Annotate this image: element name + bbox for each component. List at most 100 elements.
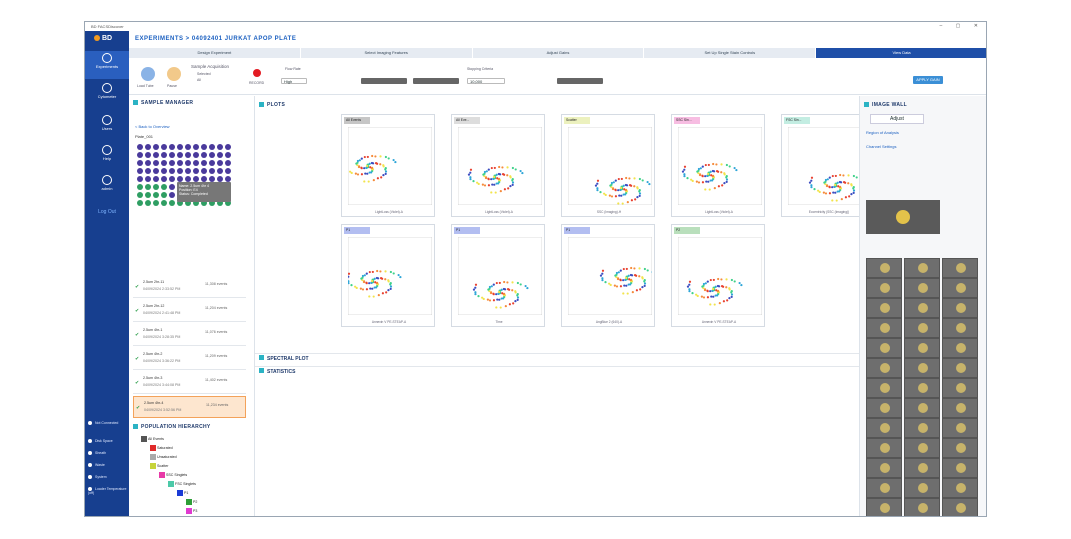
plate-well[interactable]: [217, 152, 223, 158]
plate-well[interactable]: [193, 168, 199, 174]
plate-well[interactable]: [185, 176, 191, 182]
plate-well[interactable]: [161, 176, 167, 182]
plate-well[interactable]: [137, 192, 143, 198]
plate-well[interactable]: [185, 160, 191, 166]
sample-list-item[interactable]: ✔ 2.5um 4hr-3 04/09/2024 3:44:08 PM 11,402 …: [133, 372, 246, 394]
cell-image[interactable]: [866, 318, 902, 338]
cell-image[interactable]: [904, 278, 940, 298]
plate-well[interactable]: [209, 160, 215, 166]
plate-well[interactable]: [153, 160, 159, 166]
cell-image[interactable]: [942, 318, 978, 338]
cell-image[interactable]: [904, 498, 940, 516]
cell-image[interactable]: [866, 478, 902, 498]
plate-well[interactable]: [209, 144, 215, 150]
cell-image[interactable]: [866, 298, 902, 318]
hierarchy-node[interactable]: Scatter: [150, 463, 168, 469]
gain-select-2[interactable]: [413, 78, 459, 84]
plate-well[interactable]: [153, 168, 159, 174]
plate-well[interactable]: [145, 192, 151, 198]
region-of-analysis-toggle[interactable]: Region of Analysis: [866, 130, 899, 135]
plate-well[interactable]: [201, 176, 207, 182]
cell-image[interactable]: [904, 478, 940, 498]
plate-well[interactable]: [137, 184, 143, 190]
plate-well[interactable]: [209, 168, 215, 174]
plot-canvas[interactable]: [678, 127, 762, 205]
plate-well[interactable]: [145, 184, 151, 190]
plate-well[interactable]: [145, 160, 151, 166]
cell-image[interactable]: [942, 498, 978, 516]
plate-well[interactable]: [169, 144, 175, 150]
scatter-plot[interactable]: All Eve... LightLoss (Violet)-A: [451, 114, 545, 217]
events-input[interactable]: 10,000: [467, 78, 505, 84]
plate-well[interactable]: [201, 160, 207, 166]
record-button[interactable]: [253, 69, 261, 77]
plate-well[interactable]: [177, 200, 183, 206]
cell-image[interactable]: [904, 318, 940, 338]
hierarchy-node[interactable]: All Events: [141, 436, 164, 442]
hierarchy-node[interactable]: SSC Singlets: [159, 472, 187, 478]
plate-well[interactable]: [185, 168, 191, 174]
plate-well[interactable]: [209, 176, 215, 182]
gain-select-3[interactable]: [557, 78, 603, 84]
plate-well[interactable]: [185, 200, 191, 206]
plate-well[interactable]: [225, 168, 231, 174]
plate-well[interactable]: [145, 200, 151, 206]
cell-image[interactable]: [942, 438, 978, 458]
scatter-plot[interactable]: Scatter SSC (Imaging)-H: [561, 114, 655, 217]
plate-well[interactable]: [137, 176, 143, 182]
cell-image[interactable]: [866, 358, 902, 378]
plate-well[interactable]: [185, 144, 191, 150]
plate-well[interactable]: [145, 168, 151, 174]
sample-list-item[interactable]: ✔ 2.5um 4hr-1 04/09/2024 3:28:35 PM 11,076 …: [133, 324, 246, 346]
cell-image[interactable]: [866, 398, 902, 418]
plate-well[interactable]: [169, 176, 175, 182]
plate-well[interactable]: [209, 152, 215, 158]
plate-well[interactable]: [217, 160, 223, 166]
step-gains[interactable]: Adjust Gains: [472, 48, 645, 58]
plate-well[interactable]: [225, 152, 231, 158]
plate-well[interactable]: [185, 152, 191, 158]
scatter-plot[interactable]: P2 Annexin V PE-STEAP-A: [671, 224, 765, 327]
window-controls[interactable]: – ▢ ✕: [939, 23, 984, 29]
hierarchy-node[interactable]: FSC Singlets: [168, 481, 196, 487]
nav-help[interactable]: Help: [85, 143, 129, 171]
nav-admin[interactable]: admin: [85, 173, 129, 201]
plate-well[interactable]: [201, 200, 207, 206]
plate-well[interactable]: [225, 176, 231, 182]
plate-well[interactable]: [161, 144, 167, 150]
plate-well[interactable]: [161, 200, 167, 206]
plot-canvas[interactable]: [348, 237, 432, 315]
plate-well[interactable]: [217, 144, 223, 150]
spectral-plot-section[interactable]: SPECTRAL PLOT: [255, 353, 859, 364]
plate-well[interactable]: [193, 144, 199, 150]
apply-gain-button[interactable]: APPLY GAIN: [913, 76, 943, 84]
plate-well[interactable]: [169, 168, 175, 174]
nav-experiments[interactable]: Experiments: [85, 51, 129, 79]
plate-well[interactable]: [169, 152, 175, 158]
scatter-plot[interactable]: P1 AngBlue 2 (640)-A: [561, 224, 655, 327]
cell-image[interactable]: [904, 338, 940, 358]
cell-image[interactable]: [942, 478, 978, 498]
plate-well[interactable]: [153, 192, 159, 198]
cell-image[interactable]: [942, 378, 978, 398]
plate-well[interactable]: [225, 200, 231, 206]
plate-well[interactable]: [145, 152, 151, 158]
plate-well[interactable]: [153, 144, 159, 150]
cell-image[interactable]: [942, 458, 978, 478]
cell-image[interactable]: [904, 358, 940, 378]
plate-well[interactable]: [137, 200, 143, 206]
sample-list-item[interactable]: ✔ 2.5um 4hr-4 04/09/2024 3:52:56 PM 11,234 …: [133, 396, 246, 418]
nav-users[interactable]: Users: [85, 113, 129, 141]
plate-well[interactable]: [153, 184, 159, 190]
gain-select-1[interactable]: [361, 78, 407, 84]
plot-canvas[interactable]: [568, 127, 652, 205]
plate-well[interactable]: [169, 160, 175, 166]
cell-image[interactable]: [942, 398, 978, 418]
scatter-plot[interactable]: P1 Annexin V PE-STEAP-A: [341, 224, 435, 327]
plate-well[interactable]: [153, 152, 159, 158]
nav-cytometer[interactable]: Cytometer: [85, 81, 129, 109]
back-to-overview-link[interactable]: < Back to Overview: [135, 124, 170, 129]
plate-well[interactable]: [177, 144, 183, 150]
plate-well[interactable]: [209, 200, 215, 206]
cell-image[interactable]: [942, 338, 978, 358]
